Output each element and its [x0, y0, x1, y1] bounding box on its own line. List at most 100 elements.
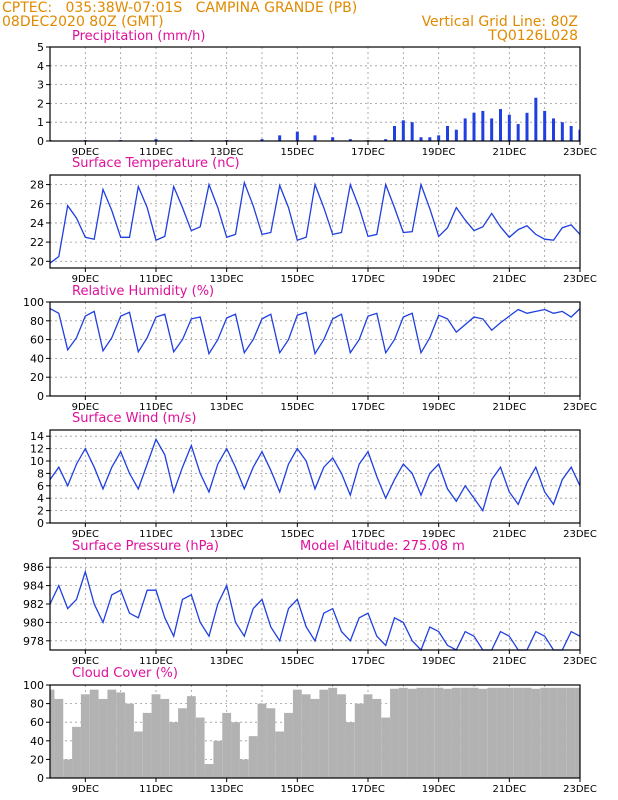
cloud-panel: 0 20 40 60 80 100 9DEC 11DEC 13DEC 15DEC 17DEC 19DE…	[23, 679, 597, 795]
cloud-bar	[248, 736, 258, 778]
cloud-bar	[416, 687, 426, 778]
precip-bar	[552, 118, 555, 141]
wind-xtick-label: 21DEC	[492, 529, 526, 540]
temp-xtick-label: 15DEC	[280, 274, 314, 285]
cloud-ytick-label: 80	[30, 698, 44, 711]
cloud-bar	[531, 688, 541, 778]
pres-xtick-label: 23DEC	[563, 656, 597, 667]
precip-xtick-label: 11DEC	[139, 147, 173, 158]
cloud-bar	[50, 689, 55, 778]
cloud-frame	[49, 684, 581, 779]
precip-bar	[437, 135, 441, 141]
cloud-ytick-label: 20	[30, 753, 44, 766]
temp-xtick-label: 13DEC	[210, 274, 244, 285]
cloud-bar	[231, 722, 240, 778]
cloud-bar	[363, 694, 373, 778]
precip-bar	[295, 131, 299, 141]
precip-bar	[499, 109, 502, 141]
pres-xtick-label: 9DEC	[72, 656, 99, 667]
temp-series-line	[49, 180, 581, 264]
cloud-bar	[292, 689, 302, 778]
cloud-xtick-label: 11DEC	[139, 784, 173, 795]
cloud-bar	[487, 687, 497, 778]
cloud-xtick-label: 23DEC	[563, 784, 597, 795]
temp-xtick-label: 9DEC	[72, 274, 99, 285]
precip-bar	[401, 120, 405, 141]
cloud-bar	[239, 759, 249, 778]
header-code: TQ0126L028	[488, 28, 578, 44]
precip-xtick-label: 9DEC	[72, 147, 99, 158]
cloud-bar	[116, 692, 126, 778]
precip-xtick-label: 13DEC	[210, 147, 244, 158]
wind-xtick-label: 17DEC	[351, 529, 385, 540]
wind-series-line	[49, 437, 581, 513]
cloud-bar	[266, 708, 276, 778]
temp-title: Surface Temperature (nC)	[72, 156, 240, 171]
cloud-bar	[566, 687, 576, 778]
rh-xtick-label: 11DEC	[139, 402, 173, 413]
rh-xtick-label: 9DEC	[72, 402, 99, 413]
precip-bar	[410, 122, 414, 141]
cloud-bar	[328, 687, 338, 778]
pres-xtick-label: 19DEC	[422, 656, 456, 667]
cloud-bar	[222, 712, 232, 778]
wind-frame	[49, 429, 581, 524]
cloud-bar	[125, 703, 134, 778]
precip-bar	[331, 137, 335, 141]
cloud-bar	[557, 687, 567, 778]
wind-title: Surface Wind (m/s)	[72, 411, 197, 426]
precip-bar	[393, 125, 396, 141]
cloud-bar	[390, 688, 399, 778]
pres-frame	[49, 557, 581, 651]
precip-bar	[446, 125, 449, 141]
cloud-bar	[337, 694, 346, 778]
cloud-xtick-label: 13DEC	[210, 784, 244, 795]
rh-xtick-label: 15DEC	[280, 402, 314, 413]
cloud-bar	[186, 696, 196, 778]
cloud-bar	[178, 708, 187, 778]
cloud-bar	[381, 717, 391, 778]
precip-xtick-label: 23DEC	[563, 147, 597, 158]
wind-ytick-label: 0	[37, 517, 44, 530]
cloud-bar	[257, 703, 267, 778]
precip-bar	[260, 139, 264, 141]
rh-title: Relative Humidity (%)	[72, 284, 215, 299]
wind-ytick-label: 2	[37, 505, 44, 518]
pres-xtick-label: 13DEC	[210, 656, 244, 667]
precip-bar	[490, 118, 494, 141]
temp-ytick-label: 28	[30, 179, 44, 192]
precip-xtick-label: 15DEC	[280, 147, 314, 158]
precip-ytick-label: 1	[37, 116, 44, 129]
precip-bar	[516, 124, 520, 141]
temp-frame	[49, 174, 581, 269]
precip-bar	[428, 137, 432, 141]
temp-ytick-label: 26	[30, 198, 44, 211]
temp-ytick-label: 22	[30, 236, 44, 249]
precip-bar	[463, 118, 467, 141]
precip-bar	[348, 139, 352, 141]
rh-xtick-label: 21DEC	[492, 402, 526, 413]
precip-bar	[507, 114, 511, 141]
cloud-bar	[451, 687, 461, 778]
precip-bar	[154, 139, 158, 141]
cloud-bar	[513, 687, 523, 778]
cloud-bar	[160, 698, 170, 778]
temp-ytick-label: 20	[30, 255, 44, 268]
precip-title: Precipitation (mm/h)	[72, 29, 206, 44]
cloud-bar	[540, 687, 550, 778]
cloud-bar	[549, 687, 558, 778]
cloud-bar	[275, 731, 285, 778]
pres-altitude-note: Model Altitude: 275.08 m	[300, 539, 465, 554]
pres-panel: 978 980 982 984 986 9DEC 11DEC 13DEC 15DEC 17DEC 1…	[23, 557, 597, 667]
cloud-ytick-label: 40	[30, 735, 44, 748]
wind-ytick-label: 10	[30, 455, 44, 468]
precip-xtick-label: 17DEC	[351, 147, 385, 158]
rh-xtick-label: 19DEC	[422, 402, 456, 413]
precip-ytick-label: 4	[37, 60, 44, 73]
cloud-bar	[169, 722, 179, 778]
temp-ytick-label: 24	[30, 217, 44, 230]
pres-series-line	[49, 569, 581, 652]
cloud-title: Cloud Cover (%)	[72, 666, 178, 681]
rh-frame	[49, 301, 581, 397]
